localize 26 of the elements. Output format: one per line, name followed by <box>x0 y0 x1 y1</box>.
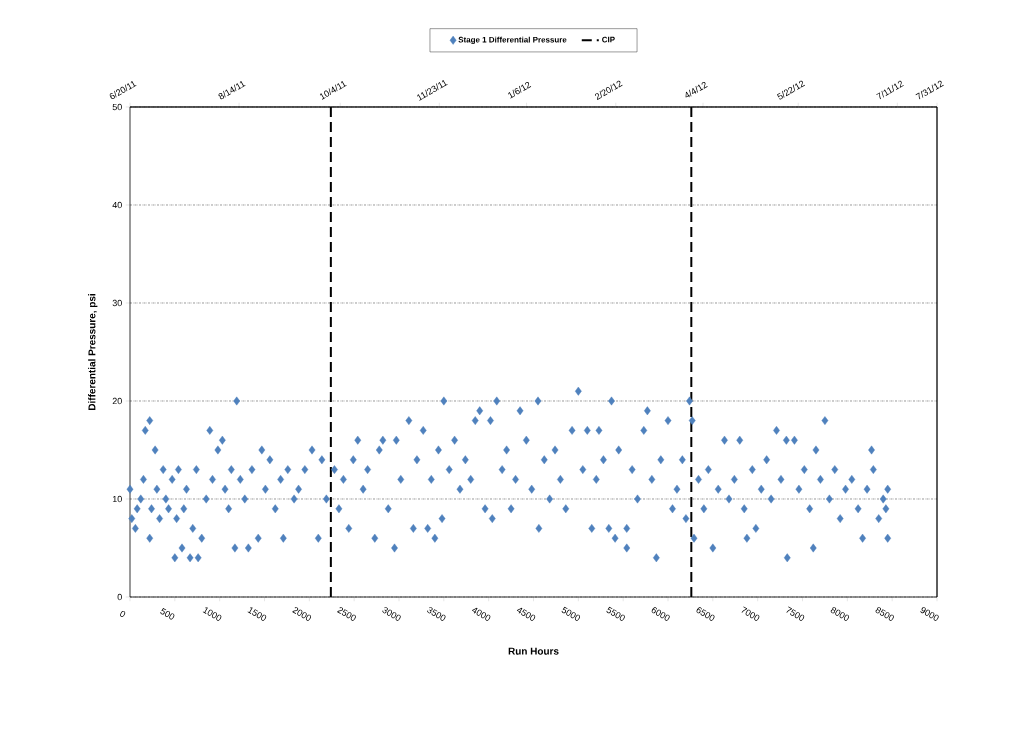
x-tick-label: 1000 <box>202 607 222 621</box>
x-tick-label: 4500 <box>516 607 536 621</box>
x-tick-label: 6000 <box>651 607 670 621</box>
y-tick-label: 50 <box>112 103 122 111</box>
x-tick-label: 2000 <box>292 607 312 621</box>
y-tick-label: 0 <box>117 593 122 601</box>
y-tick-label: 10 <box>112 495 122 503</box>
y-tick-label: 20 <box>112 397 122 405</box>
y-axis-title: Differential Pressure, psi <box>88 294 98 411</box>
x-tick-label: 5500 <box>606 606 625 621</box>
x-tick-label: 7500 <box>786 606 805 621</box>
x-tick-label: 9000 <box>920 607 939 621</box>
y-tick-label: 40 <box>112 201 122 209</box>
y-tick-label: 30 <box>112 299 122 307</box>
x-tick-label: 2500 <box>337 607 356 621</box>
x-tick-label: 8000 <box>830 607 850 621</box>
x-tick-label: 3500 <box>427 607 446 621</box>
x-tick-label: 5000 <box>561 606 581 621</box>
x-tick-label: 3000 <box>382 607 401 621</box>
x-tick-label: 4000 <box>472 607 491 621</box>
x-tick-label: 1500 <box>247 607 267 621</box>
x-tick-label: 7000 <box>741 606 760 621</box>
x-tick-label: 6500 <box>696 607 715 621</box>
x-tick-label: 8500 <box>875 607 894 621</box>
x-tick-label: 500 <box>160 607 175 620</box>
x-axis-title: Run Hours <box>508 647 559 655</box>
